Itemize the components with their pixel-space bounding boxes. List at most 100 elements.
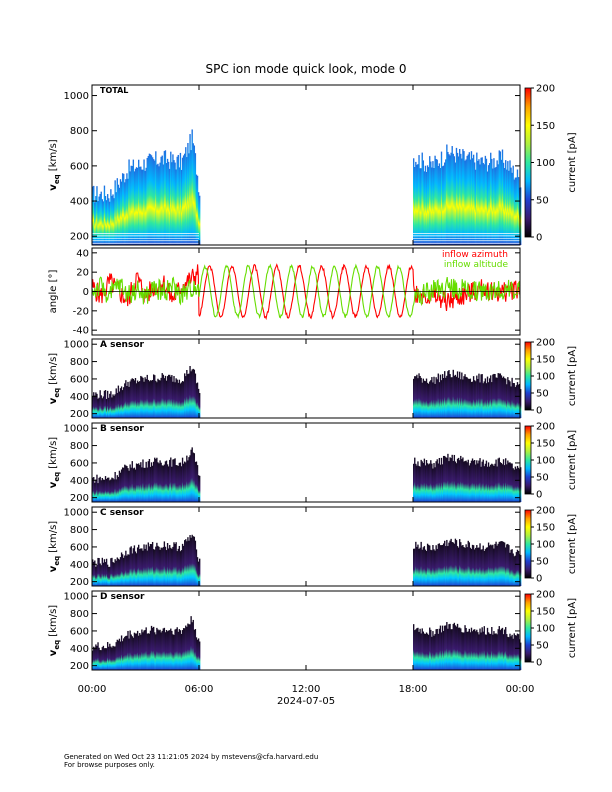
heatmap-column — [520, 467, 522, 502]
heatmap-column — [517, 177, 520, 245]
heatmap-column — [513, 469, 515, 502]
heatmap-column — [490, 152, 492, 245]
heatmap-column — [467, 631, 469, 670]
heatmap-column — [152, 159, 155, 245]
heatmap-column — [421, 382, 423, 418]
heatmap-column — [430, 629, 432, 670]
heatmap-column — [427, 167, 430, 245]
heatmap-column — [497, 458, 499, 502]
heatmap-column — [432, 631, 434, 670]
heatmap-column — [449, 457, 451, 502]
heatmap-column — [163, 464, 166, 502]
heatmap-column — [136, 547, 139, 586]
y-tick-label: 800 — [70, 357, 89, 368]
heatmap-column — [104, 390, 107, 418]
heatmap-column — [431, 550, 433, 586]
heatmap-column — [145, 379, 147, 418]
heatmap-column — [105, 398, 108, 418]
heatmap-column — [415, 463, 417, 502]
heatmap-column — [436, 159, 438, 245]
heatmap-column — [512, 468, 514, 502]
x-tick-label-4: 00:00 — [506, 684, 535, 695]
heatmap-column — [515, 552, 518, 586]
heatmap-column — [502, 376, 505, 418]
heatmap-column — [509, 160, 511, 245]
heatmap-column — [466, 155, 468, 245]
heatmap-column — [439, 625, 442, 670]
heatmap-column — [471, 544, 474, 586]
heatmap-column — [478, 373, 480, 418]
heatmap-column — [444, 625, 446, 670]
heatmap-column — [469, 378, 472, 418]
heatmap-column — [413, 158, 415, 245]
heatmap-column — [440, 545, 443, 586]
heatmap-column — [191, 129, 193, 245]
heatmap-column — [520, 389, 522, 418]
heatmap-column — [426, 633, 429, 670]
heatmap-column — [486, 547, 489, 586]
heatmap-column — [136, 380, 139, 418]
heatmap-column — [453, 543, 456, 586]
heatmap-column — [427, 464, 430, 502]
heatmap-column — [516, 169, 519, 245]
panel-label: B sensor — [100, 424, 144, 434]
heatmap-column — [186, 626, 188, 670]
y-tick-label: 400 — [70, 392, 89, 403]
y-tick-label: 200 — [70, 577, 89, 588]
heatmap-column — [94, 482, 96, 502]
heatmap-column — [182, 463, 185, 502]
heatmap-column — [419, 376, 421, 418]
heatmap-column — [462, 632, 464, 670]
heatmap-column — [190, 150, 192, 245]
heatmap-column — [132, 378, 135, 418]
heatmap-column — [455, 540, 458, 586]
heatmap-column — [99, 390, 101, 418]
heatmap-column — [484, 634, 487, 670]
heatmap-column — [456, 458, 459, 502]
y-tick-label: 400 — [70, 644, 89, 655]
heatmap-column — [145, 167, 147, 245]
heatmap-column — [93, 392, 95, 418]
heatmap-column — [508, 462, 510, 502]
heatmap-column — [486, 171, 489, 245]
heatmap-column — [461, 158, 463, 245]
heatmap-column — [124, 383, 126, 418]
heatmap-column — [100, 395, 102, 418]
heatmap-column — [101, 398, 103, 418]
heatmap-column — [510, 549, 512, 586]
heatmap-column — [475, 547, 477, 586]
heatmap-column — [449, 540, 451, 586]
heatmap-column — [115, 479, 117, 502]
heatmap-column — [142, 377, 144, 418]
heatmap-column — [146, 633, 148, 670]
heatmap-column — [499, 462, 502, 502]
heatmap-column — [500, 463, 503, 502]
colorbar-tick-label: 100 — [536, 372, 555, 383]
heatmap-column — [127, 178, 129, 245]
heatmap-column — [197, 475, 200, 502]
y-tick-label: -20 — [73, 306, 89, 317]
heatmap-column — [131, 553, 133, 586]
heatmap-column — [429, 627, 431, 670]
heatmap-column — [484, 378, 487, 418]
y-tick-label: 800 — [70, 126, 89, 137]
heatmap-column — [466, 547, 468, 586]
heatmap-column — [150, 544, 153, 586]
heatmap-column — [149, 630, 152, 670]
heatmap-column — [484, 549, 487, 586]
heatmap-column — [167, 630, 170, 670]
heatmap-column — [490, 375, 492, 418]
heatmap-column — [141, 467, 143, 502]
heatmap-column — [109, 201, 111, 245]
heatmap-column — [135, 167, 138, 245]
heatmap-column — [101, 557, 103, 586]
heatmap-column — [423, 171, 426, 245]
heatmap-column — [431, 167, 433, 245]
heatmap-column — [105, 200, 108, 245]
heatmap-column — [430, 549, 432, 586]
heatmap-column — [430, 460, 432, 502]
heatmap-column — [468, 542, 471, 586]
